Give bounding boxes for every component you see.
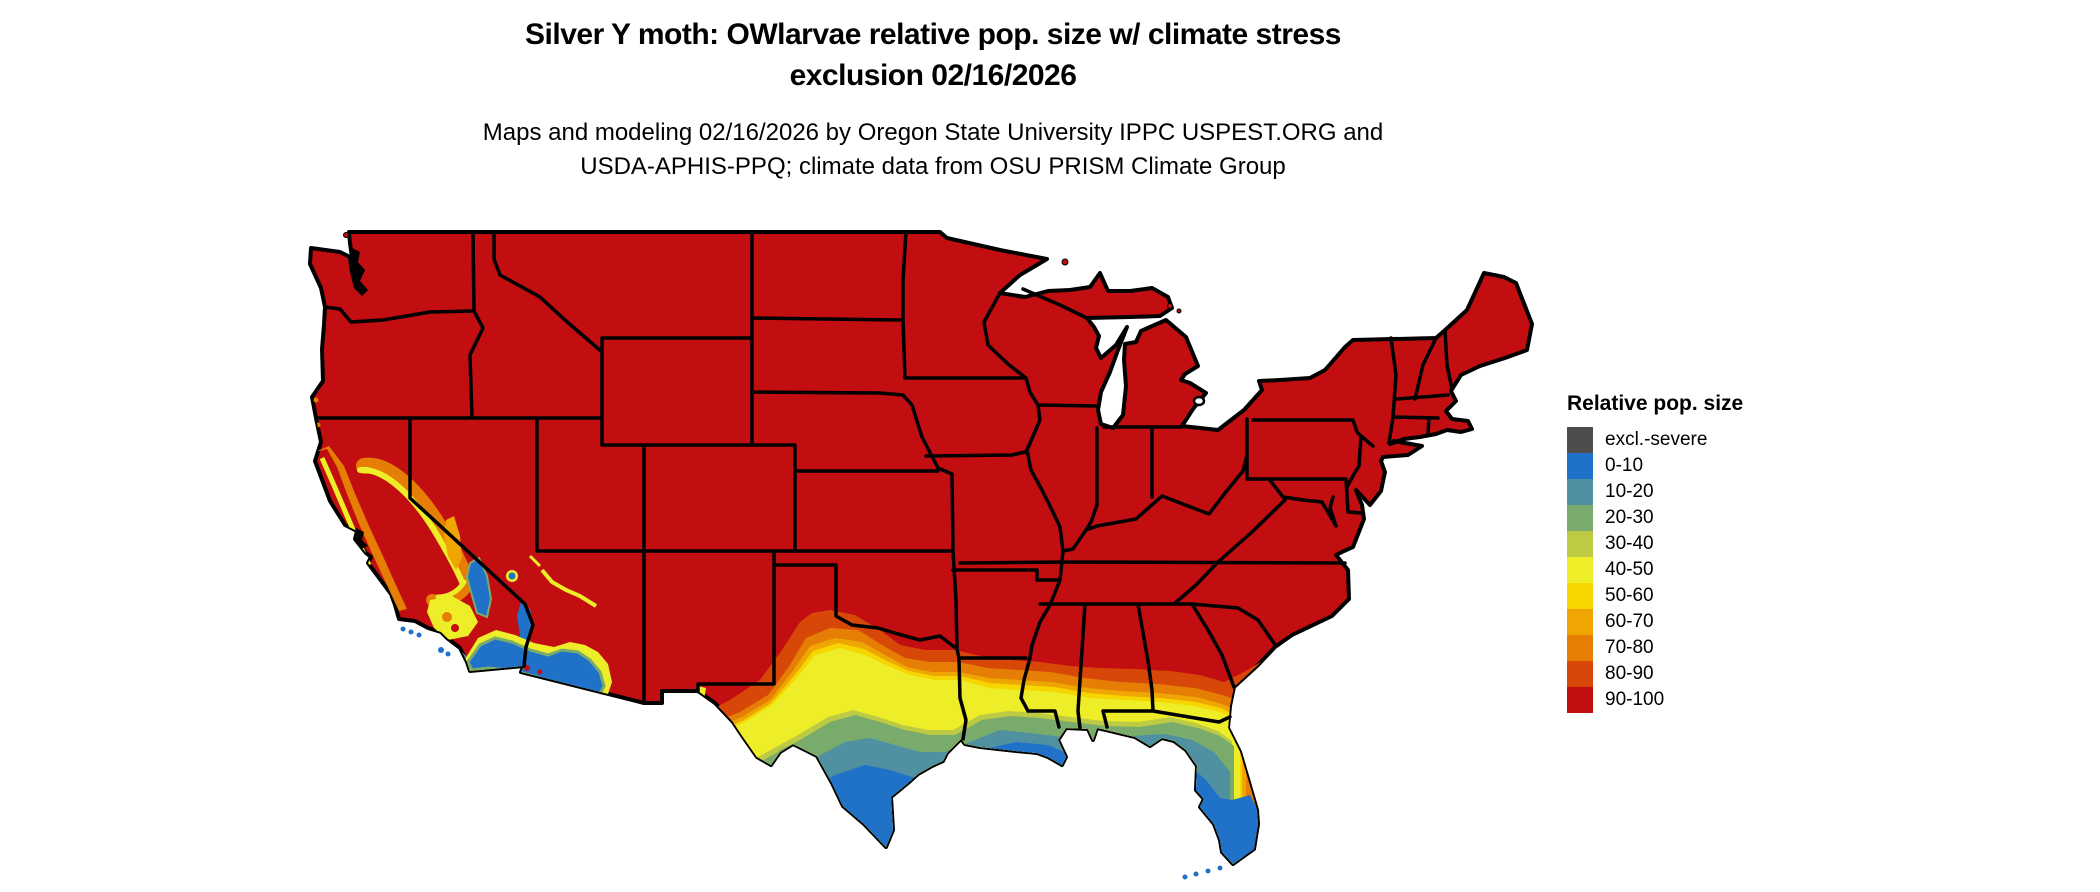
legend-label: 90-100 [1605,689,1665,710]
legend-label: 40-50 [1605,559,1654,580]
channel-island [416,632,422,638]
legend-swatch [1567,427,1593,453]
title-line-2: exclusion 02/16/2026 [789,59,1077,92]
legend-title: Relative pop. size [1567,392,1744,415]
legend: Relative pop. size excl.-severe 0-10 10-… [1567,392,1807,713]
subtitle-line-2: USDA-APHIS-PPQ; climate data from OSU PR… [580,153,1286,180]
legend-item: 80-90 [1567,661,1807,687]
island-speck [343,232,349,238]
channel-island [445,651,451,657]
florida-key [1205,868,1211,874]
legend-label: 10-20 [1605,481,1654,502]
legend-swatch [1567,583,1593,609]
legend-swatch [1567,505,1593,531]
legend-label: 30-40 [1605,533,1654,554]
isle-royale [1061,258,1069,266]
legend-item: 60-70 [1567,609,1807,635]
legend-label: excl.-severe [1605,429,1708,450]
legend-swatch [1567,479,1593,505]
florida-key [1217,865,1223,871]
florida-key [1193,871,1199,877]
legend-label: 20-30 [1605,507,1654,528]
legend-swatch [1567,557,1593,583]
legend-swatch [1567,453,1593,479]
legend-item: 10-20 [1567,479,1807,505]
lake-st-clair [1192,395,1206,407]
state-borders [314,230,1454,741]
legend-swatch [1567,661,1593,687]
lake-island [1176,308,1182,314]
legend-swatch [1567,635,1593,661]
legend-item: 0-10 [1567,453,1807,479]
legend-swatch [1567,609,1593,635]
legend-item: 30-40 [1567,531,1807,557]
legend-swatch [1567,531,1593,557]
legend-label: 80-90 [1605,663,1654,684]
legend-item: 90-100 [1567,687,1807,713]
puget-sound [348,248,368,296]
legend-item: 50-60 [1567,583,1807,609]
channel-island [408,629,414,635]
legend-item: 70-80 [1567,635,1807,661]
legend-item: 20-30 [1567,505,1807,531]
lake-island [1167,303,1173,309]
channel-island [400,626,406,632]
san-francisco-bay [354,528,368,549]
subtitle-line-1: Maps and modeling 02/16/2026 by Oregon S… [482,119,1384,146]
legend-rows: excl.-severe 0-10 10-20 20-30 30-40 40-5… [1567,427,1807,713]
legend-item: excl.-severe [1567,427,1807,453]
channel-island [438,647,444,653]
map-title: Silver Y moth: OWlarvae relative pop. si… [100,14,1766,96]
coastline-details [343,232,1223,880]
legend-label: 0-10 [1605,455,1644,476]
legend-swatch [1567,687,1593,713]
title-line-1: Silver Y moth: OWlarvae relative pop. si… [525,18,1341,51]
florida-key [1182,874,1188,880]
legend-label: 50-60 [1605,585,1654,606]
map-subtitle: Maps and modeling 02/16/2026 by Oregon S… [100,116,1766,184]
legend-label: 60-70 [1605,611,1654,632]
legend-item: 40-50 [1567,557,1807,583]
legend-label: 70-80 [1605,637,1654,658]
